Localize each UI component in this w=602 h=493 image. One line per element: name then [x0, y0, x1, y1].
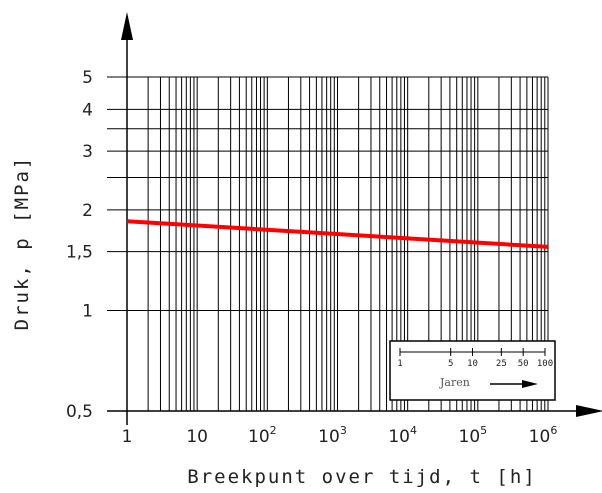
x-tick-label: 103	[318, 424, 347, 447]
x-tick-label: 10	[186, 427, 208, 447]
x-tick-label: 1	[122, 427, 133, 447]
y-tick-label: 2	[82, 201, 93, 221]
inset-tick-label: 1	[397, 359, 402, 369]
inset-tick-label: 5	[448, 359, 453, 369]
y-axis-arrow	[121, 12, 133, 40]
axes	[107, 12, 602, 425]
x-tick-labels: 1 10 102 103 104 105 106	[122, 424, 558, 447]
y-axis-title: Druk, p [MPa]	[11, 156, 33, 331]
x-tick-label: 104	[388, 424, 417, 447]
y-tick-labels: 0,5 1 1,5 2 3 4 5	[66, 68, 93, 422]
inset-label: Jaren	[439, 376, 470, 389]
inset-arrow-head	[522, 380, 538, 388]
inset-tick-label: 100	[537, 359, 553, 369]
inset-tick-label: 10	[467, 359, 478, 369]
series-layer	[126, 219, 549, 249]
inset-tick-label: 25	[496, 359, 507, 369]
y-tick-label: 3	[82, 142, 93, 162]
x-tick-label: 105	[459, 424, 488, 447]
y-tick-label: 1,5	[66, 243, 93, 263]
inset-tick-label: 50	[518, 359, 529, 369]
x-axis-title: Breekpunt over tijd, t [h]	[187, 466, 536, 488]
years-inset: 1 5 10 25 50 100 Jaren	[389, 340, 556, 401]
y-tick-label: 0,5	[66, 402, 93, 422]
x-tick-label: 106	[529, 424, 558, 447]
y-tick-label: 4	[82, 100, 93, 120]
series-line	[126, 219, 549, 249]
x-axis-arrow	[576, 405, 602, 417]
y-tick-label: 1	[82, 301, 93, 321]
x-tick-label: 102	[248, 424, 277, 447]
y-tick-label: 5	[82, 68, 93, 88]
